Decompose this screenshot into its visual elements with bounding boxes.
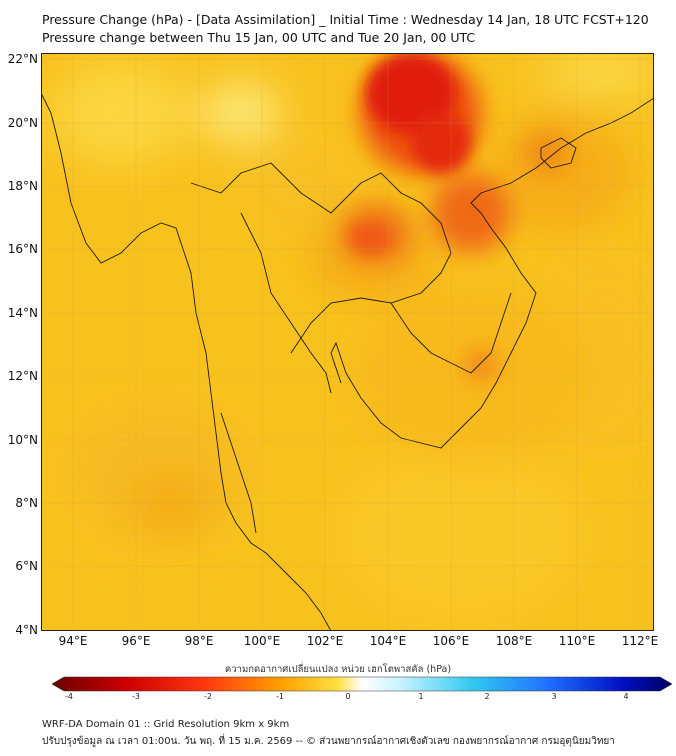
map-frame xyxy=(41,53,654,631)
lat-label-18: 18°N xyxy=(7,179,38,193)
colorbar-tick: -3 xyxy=(132,692,140,701)
border-inland-1 xyxy=(190,162,452,354)
chart-title: Pressure Change (hPa) - [Data Assimilati… xyxy=(42,12,649,27)
coastline-west xyxy=(41,92,332,631)
lat-label-12: 12°N xyxy=(7,369,38,383)
lon-label-102: 102°E xyxy=(306,634,344,648)
strong-fall-core xyxy=(349,53,471,254)
lon-label-104: 104°E xyxy=(369,634,407,648)
colorbar-tick: 0 xyxy=(345,692,351,701)
coastline-east xyxy=(330,97,654,449)
colorbar-body xyxy=(52,676,672,692)
border-inland-3 xyxy=(390,292,512,374)
lon-label-100: 100°E xyxy=(243,634,281,648)
lon-label-106: 106°E xyxy=(432,634,470,648)
colorbar-tick: -2 xyxy=(204,692,212,701)
colorbar-label: ความกดอากาศเปลี่ยนแปลง หน่วย เฮกโตพาสคัล… xyxy=(224,664,452,675)
colorbar-tick: -4 xyxy=(65,692,73,701)
colorbar-tick: 4 xyxy=(623,692,629,701)
lon-label-108: 108°E xyxy=(495,634,533,648)
pressure-change-map[interactable] xyxy=(41,53,654,631)
lat-label-4: 4°N xyxy=(15,623,38,637)
colorbar-tick: 1 xyxy=(418,692,424,701)
colorbar-tick: 3 xyxy=(551,692,557,701)
border-inland-4 xyxy=(220,412,257,534)
lat-label-16: 16°N xyxy=(7,242,38,256)
chart-subtitle: Pressure change between Thu 15 Jan, 00 U… xyxy=(42,30,476,45)
footer-model-info: WRF-DA Domain 01 :: Grid Resolution 9km … xyxy=(42,719,290,730)
lon-label-110: 110°E xyxy=(558,634,596,648)
footer-update-info: ปรับปรุงข้อมูล ณ เวลา 01:00น. วัน พฤ. ที… xyxy=(42,736,615,747)
lat-label-20: 20°N xyxy=(7,116,38,130)
colorbar-tick: 2 xyxy=(484,692,490,701)
lon-label-94: 94°E xyxy=(58,634,88,648)
lat-label-22: 22°N xyxy=(7,52,38,66)
lat-label-6: 6°N xyxy=(15,559,38,573)
gridlines xyxy=(41,53,654,631)
colorbar xyxy=(52,676,672,692)
lon-label-112: 112°E xyxy=(621,634,659,648)
lon-label-98: 98°E xyxy=(184,634,214,648)
lat-label-14: 14°N xyxy=(7,306,38,320)
border-inland-2 xyxy=(240,212,332,394)
lat-label-8: 8°N xyxy=(15,496,38,510)
lat-label-10: 10°N xyxy=(7,433,38,447)
hainan-island xyxy=(540,137,577,169)
colorbar-tick: -1 xyxy=(276,692,284,701)
lon-label-96: 96°E xyxy=(121,634,151,648)
coastline-and-borders xyxy=(41,92,654,631)
